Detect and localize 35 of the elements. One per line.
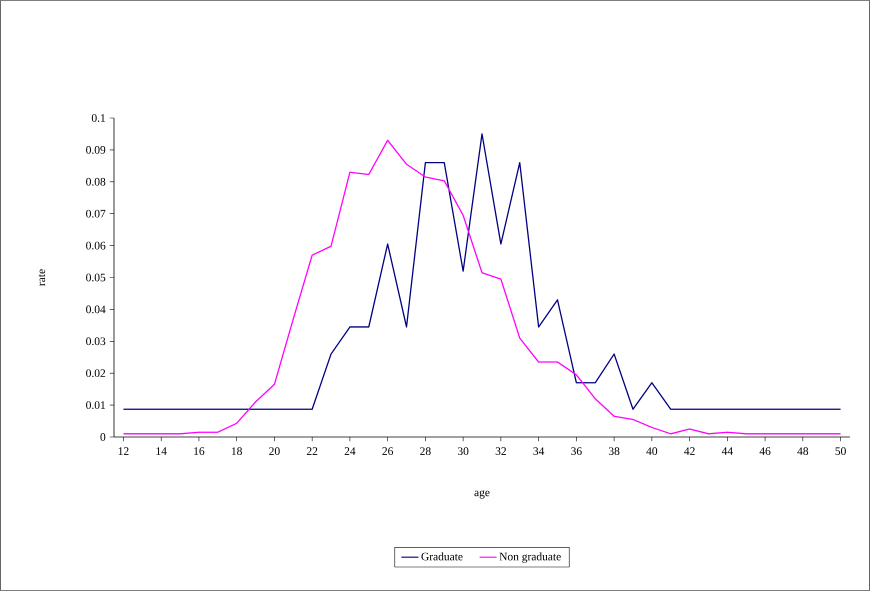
x-tick-label: 18 [232,447,242,455]
x-tick-label: 20 [269,447,280,455]
y-tick-label: 0.02 [86,369,106,378]
x-tick-label: 26 [382,447,394,455]
y-tick-label: 0.06 [86,242,106,250]
x-tick-label: 40 [646,447,658,455]
x-tick-label: 50 [836,447,846,455]
y-tick-label: 0.09 [86,146,106,154]
y-tick-label: 0.08 [86,178,106,186]
y-tick-label: 0.1 [92,114,106,122]
legend-label: Non graduate [500,552,561,563]
y-tick-label: 0.01 [86,401,106,409]
y-tick-label: 0 [100,433,106,441]
x-tick-label: 30 [458,447,468,455]
x-tick-label: 48 [797,447,808,455]
x-tick-label: 12 [118,447,129,455]
x-tick-label: 28 [420,447,431,455]
x-tick-label: 22 [306,447,318,455]
x-tick-label: 34 [533,447,544,455]
x-tick-label: 24 [344,447,356,455]
x-tick-label: 36 [571,447,582,455]
x-tick-label: 32 [496,447,506,455]
y-tick-label: 0.04 [86,306,106,314]
x-tick-label: 38 [608,447,620,455]
x-tick-label: 46 [760,447,770,455]
y-tick-label: 0.03 [86,337,106,346]
y-axis-title: rate [38,269,46,286]
x-tick-label: 16 [194,447,204,455]
x-tick-label: 14 [156,447,167,455]
legend-label: Graduate [421,552,463,560]
y-tick-label: 0.05 [86,274,106,282]
x-tick-label: 42 [684,447,695,455]
x-tick-label: 44 [722,447,733,455]
y-tick-label: 0.07 [86,210,106,218]
x-axis-title: age [474,490,490,499]
